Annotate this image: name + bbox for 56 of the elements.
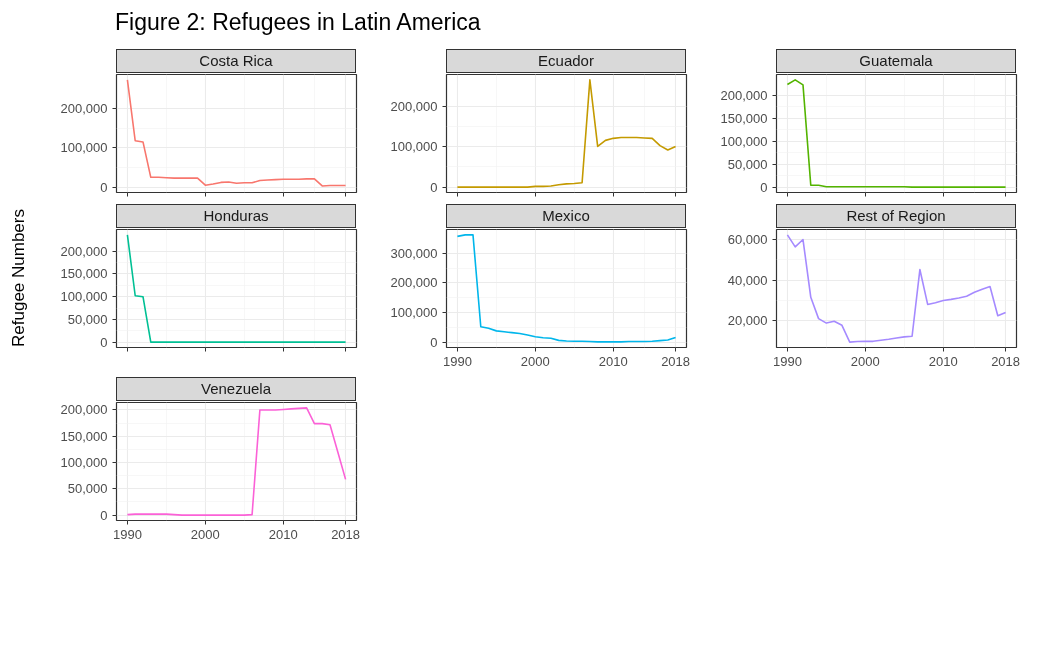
chart-title: Mexico	[542, 206, 590, 226]
y-tick-label: 100,000	[390, 305, 438, 320]
chart-title: Venezuela	[200, 379, 272, 399]
y-tick-label: 200,000	[390, 98, 438, 114]
y-tick-label: 200,000	[60, 243, 108, 259]
y-tick-label: 100,000	[390, 139, 438, 155]
x-tick-label: 1990	[442, 353, 472, 369]
y-axis-title: Refugee Numbers	[9, 209, 28, 347]
y-tick-label: 100,000	[60, 455, 108, 471]
chart-title: Ecuador	[538, 51, 594, 71]
y-tick-label: 100,000	[720, 133, 768, 149]
x-tick-label: 1990	[112, 526, 142, 542]
y-tick-label: 150,000	[60, 266, 108, 282]
line-series	[786, 79, 1007, 188]
x-tick-label: 2000	[850, 353, 880, 369]
x-tick-label: 2010	[598, 353, 628, 369]
y-tick-label: 100,000	[60, 140, 108, 156]
x-tick-label: 2018	[991, 353, 1021, 369]
x-tick-label: 2018	[331, 526, 361, 542]
x-tick-label: 2000	[190, 526, 220, 542]
chart-title: Rest of Region	[846, 206, 946, 226]
chart-title: Guatemala	[859, 51, 933, 71]
y-tick-label: 40,000	[727, 272, 768, 288]
x-tick-label: 1990	[772, 353, 802, 369]
y-tick-label: 0	[430, 334, 438, 350]
y-tick-label: 200,000	[60, 101, 108, 117]
y-tick-label: 0	[100, 507, 108, 523]
line-series	[126, 407, 347, 516]
y-tick-label: 0	[100, 179, 108, 195]
y-tick-label: 20,000	[727, 313, 768, 329]
chart-title: Costa Rica	[199, 51, 273, 71]
y-tick-label: 60,000	[727, 232, 768, 248]
caption: Figure 2: Refugees in Latin America	[115, 8, 481, 37]
line-series	[126, 79, 347, 187]
y-tick-label: 0	[100, 334, 108, 350]
x-tick-label: 2010	[928, 353, 958, 369]
x-tick-label: 2018	[661, 353, 691, 369]
line-series	[126, 234, 347, 343]
y-tick-label: 100,000	[60, 289, 108, 305]
y-tick-label: 0	[760, 179, 768, 195]
line-series	[456, 79, 677, 188]
y-tick-label: 200,000	[390, 275, 438, 291]
y-tick-label: 150,000	[60, 428, 108, 444]
x-tick-label: 2000	[520, 353, 550, 369]
y-tick-label: 300,000	[390, 245, 438, 261]
y-tick-label: 150,000	[720, 110, 768, 126]
y-tick-label: 50,000	[727, 156, 768, 172]
y-tick-label: 50,000	[67, 481, 108, 497]
line-series	[786, 234, 1007, 343]
x-tick-label: 2010	[268, 526, 298, 542]
y-tick-label: 0	[430, 179, 438, 195]
y-tick-label: 200,000	[60, 402, 108, 418]
y-tick-label: 50,000	[67, 311, 108, 327]
y-tick-label: 200,000	[720, 87, 768, 103]
line-series	[456, 234, 677, 343]
chart-title: Honduras	[203, 206, 269, 226]
